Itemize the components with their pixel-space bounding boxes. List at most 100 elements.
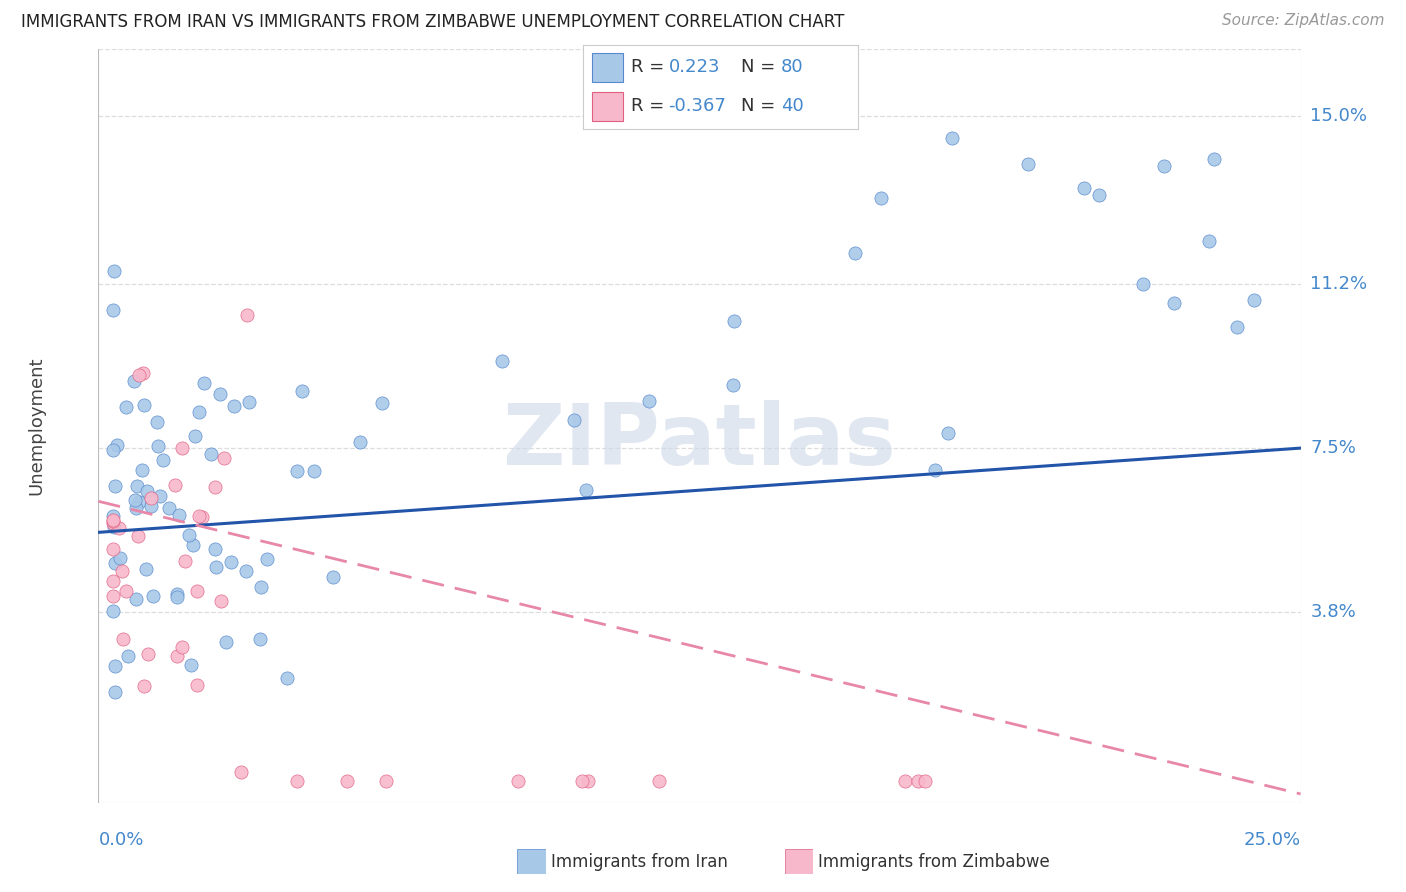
Point	[173, 554, 195, 568]
Text: 0.0%: 0.0%	[98, 830, 143, 848]
Point	[193, 376, 215, 391]
Point	[322, 570, 344, 584]
Point	[128, 368, 150, 383]
Point	[157, 501, 180, 516]
Text: 7.5%: 7.5%	[1310, 439, 1357, 457]
Point	[136, 647, 159, 661]
FancyBboxPatch shape	[592, 92, 623, 120]
Text: 25.0%: 25.0%	[1243, 830, 1301, 848]
Point	[101, 574, 124, 589]
Point	[101, 303, 124, 318]
Point	[374, 773, 396, 788]
Point	[101, 513, 124, 527]
Point	[238, 395, 260, 409]
Text: R =: R =	[631, 59, 671, 77]
Point	[101, 516, 124, 530]
Point	[188, 404, 211, 418]
Point	[212, 451, 235, 466]
Point	[1153, 160, 1175, 174]
Point	[149, 489, 172, 503]
Point	[127, 529, 149, 543]
Point	[166, 648, 188, 663]
Point	[506, 773, 529, 788]
Point	[142, 589, 165, 603]
Text: N =: N =	[741, 97, 782, 115]
Text: Source: ZipAtlas.com: Source: ZipAtlas.com	[1222, 13, 1385, 29]
Point	[179, 528, 201, 542]
Point	[214, 634, 236, 648]
Point	[936, 426, 959, 441]
Point	[108, 551, 131, 566]
Point	[1017, 157, 1039, 171]
Text: 3.8%: 3.8%	[1310, 603, 1355, 621]
Point	[124, 500, 146, 515]
Point	[576, 773, 599, 788]
Point	[200, 447, 222, 461]
Point	[104, 685, 127, 699]
Point	[103, 658, 125, 673]
Point	[894, 773, 917, 788]
Point	[285, 464, 308, 478]
Point	[135, 483, 157, 498]
Point	[103, 264, 125, 278]
Point	[146, 439, 169, 453]
Point	[132, 366, 155, 380]
Point	[141, 499, 163, 513]
Point	[101, 514, 124, 528]
Point	[1163, 296, 1185, 310]
Text: 11.2%: 11.2%	[1310, 275, 1368, 293]
Point	[167, 508, 190, 522]
Point	[166, 587, 188, 601]
Point	[132, 679, 155, 693]
Point	[336, 773, 359, 788]
Point	[648, 773, 671, 788]
Point	[371, 396, 394, 410]
Point	[101, 509, 124, 524]
Point	[491, 354, 513, 368]
Text: R =: R =	[631, 97, 671, 115]
Point	[101, 604, 124, 618]
Point	[1204, 153, 1226, 167]
Point	[941, 130, 963, 145]
Point	[1226, 319, 1249, 334]
Point	[122, 374, 145, 388]
Point	[103, 519, 125, 533]
Point	[127, 478, 149, 492]
Text: IMMIGRANTS FROM IRAN VS IMMIGRANTS FROM ZIMBABWE UNEMPLOYMENT CORRELATION CHART: IMMIGRANTS FROM IRAN VS IMMIGRANTS FROM …	[21, 13, 845, 31]
Point	[907, 773, 929, 788]
Point	[191, 510, 214, 524]
Point	[1132, 277, 1154, 291]
Point	[869, 191, 891, 205]
Text: -0.367: -0.367	[668, 97, 727, 115]
Text: 40: 40	[780, 97, 804, 115]
Point	[1087, 188, 1109, 202]
Point	[105, 437, 128, 451]
Text: 15.0%: 15.0%	[1310, 106, 1367, 125]
Point	[152, 452, 174, 467]
Point	[115, 400, 138, 414]
Point	[187, 509, 209, 524]
Point	[914, 773, 936, 788]
Point	[224, 399, 246, 413]
Point	[111, 564, 134, 578]
Point	[125, 592, 148, 607]
Point	[205, 559, 228, 574]
FancyBboxPatch shape	[592, 54, 623, 82]
Point	[170, 441, 193, 455]
Text: N =: N =	[741, 59, 782, 77]
Point	[115, 583, 138, 598]
Point	[112, 632, 135, 646]
Point	[104, 479, 127, 493]
Point	[637, 394, 659, 409]
Point	[723, 313, 745, 327]
Point	[131, 463, 153, 477]
Point	[1243, 293, 1265, 308]
Text: Immigrants from Iran: Immigrants from Iran	[551, 853, 728, 871]
Point	[135, 562, 157, 576]
Point	[571, 773, 593, 788]
Point	[101, 541, 124, 556]
Point	[219, 556, 242, 570]
Point	[209, 386, 232, 401]
Text: ZIPatlas: ZIPatlas	[502, 400, 897, 483]
Point	[117, 649, 139, 664]
